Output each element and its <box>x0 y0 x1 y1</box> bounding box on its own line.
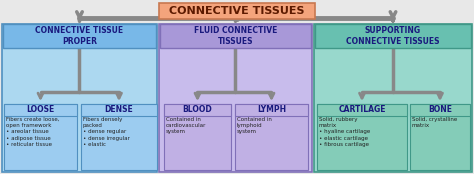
Text: SUPPORTING
CONNECTIVE TISSUES: SUPPORTING CONNECTIVE TISSUES <box>346 26 440 46</box>
FancyBboxPatch shape <box>317 104 407 170</box>
FancyBboxPatch shape <box>159 24 312 172</box>
Text: Fibers densely
packed
• dense regular
• dense irregular
• elastic: Fibers densely packed • dense regular • … <box>83 117 130 147</box>
Text: CARTILAGE: CARTILAGE <box>338 105 386 114</box>
FancyBboxPatch shape <box>81 104 157 116</box>
FancyBboxPatch shape <box>410 104 470 170</box>
FancyBboxPatch shape <box>315 24 471 48</box>
Text: Solid, crystalline
matrix: Solid, crystalline matrix <box>412 117 457 128</box>
FancyBboxPatch shape <box>164 104 231 116</box>
FancyBboxPatch shape <box>160 24 311 48</box>
FancyBboxPatch shape <box>314 24 472 172</box>
Text: CONNECTIVE TISSUE
PROPER: CONNECTIVE TISSUE PROPER <box>36 26 124 46</box>
Text: BLOOD: BLOOD <box>182 105 212 114</box>
FancyBboxPatch shape <box>235 104 308 170</box>
FancyBboxPatch shape <box>317 104 407 116</box>
Text: Solid, rubbery
matrix
• hyaline cartilage
• elastic cartilage
• fibrous cartilag: Solid, rubbery matrix • hyaline cartilag… <box>319 117 370 147</box>
FancyBboxPatch shape <box>159 3 315 19</box>
FancyBboxPatch shape <box>410 104 470 116</box>
Text: Fibers create loose,
open framework
• areolar tissue
• adipose tissue
• reticula: Fibers create loose, open framework • ar… <box>6 117 60 147</box>
Text: Contained in
lymphoid
system: Contained in lymphoid system <box>237 117 272 134</box>
Text: DENSE: DENSE <box>105 105 133 114</box>
FancyBboxPatch shape <box>3 24 156 48</box>
FancyBboxPatch shape <box>4 104 77 170</box>
Text: BONE: BONE <box>428 105 452 114</box>
FancyBboxPatch shape <box>235 104 308 116</box>
Text: Contained in
cardiovascular
system: Contained in cardiovascular system <box>166 117 206 134</box>
Text: CONNECTIVE TISSUES: CONNECTIVE TISSUES <box>169 6 305 16</box>
Text: FLUID CONNECTIVE
TISSUES: FLUID CONNECTIVE TISSUES <box>194 26 277 46</box>
Text: LOOSE: LOOSE <box>27 105 55 114</box>
FancyBboxPatch shape <box>81 104 157 170</box>
FancyBboxPatch shape <box>4 104 77 116</box>
FancyBboxPatch shape <box>2 24 157 172</box>
Text: LYMPH: LYMPH <box>257 105 286 114</box>
FancyBboxPatch shape <box>164 104 231 170</box>
